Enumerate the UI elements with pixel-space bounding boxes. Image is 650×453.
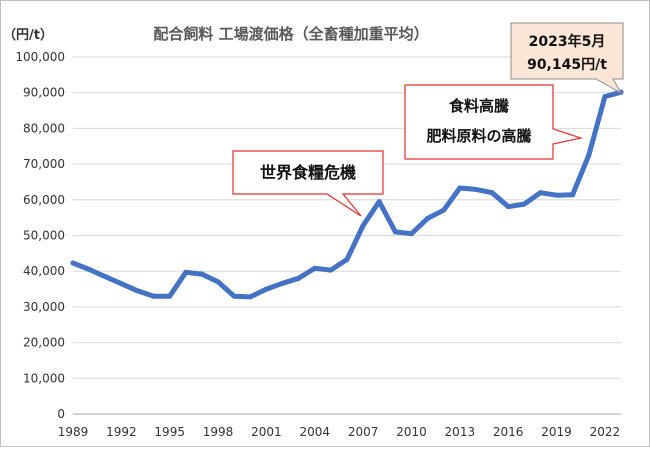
data-point (199, 271, 205, 277)
annotation-price-surge: 食料高騰 肥料原料の高騰 (404, 84, 584, 160)
annotation-price-surge-callout (404, 84, 584, 160)
data-point (118, 281, 124, 287)
data-point (86, 266, 92, 272)
x-tick-label: 2022 (590, 425, 621, 439)
annotation-food-crisis-callout (232, 150, 384, 217)
annotation-food-crisis: 世界食糧危機 (232, 150, 384, 217)
data-point (70, 260, 76, 266)
annotation-latest-value: 2023年5月 90,145円/t (510, 22, 624, 95)
data-point (441, 207, 447, 213)
x-tick-label: 2016 (493, 425, 524, 439)
series-line-group (70, 89, 624, 300)
data-point (457, 185, 463, 191)
annotation-food-crisis-text: 世界食糧危機 (260, 163, 356, 182)
data-point (280, 280, 286, 286)
y-tick-label: 70,000 (23, 157, 65, 171)
y-tick-label: 80,000 (23, 121, 65, 135)
data-point (296, 275, 302, 281)
data-point (489, 190, 495, 196)
y-tick-label: 30,000 (23, 300, 65, 314)
data-point (344, 256, 350, 262)
data-point (521, 201, 527, 207)
x-tick-label: 2004 (299, 425, 330, 439)
y-tick-label: 40,000 (23, 264, 65, 278)
data-point (231, 293, 237, 299)
data-point (570, 192, 576, 198)
y-axis-ticks: 0 10,000 20,000 30,000 40,000 50,000 60,000 70,… (15, 50, 65, 421)
data-point (167, 293, 173, 299)
data-point (134, 288, 140, 294)
y-tick-label: 50,000 (23, 229, 65, 243)
data-point (554, 192, 560, 198)
data-point (263, 286, 269, 292)
data-point (247, 294, 253, 300)
y-tick-label: 0 (57, 407, 65, 421)
annotation-price-surge-line2: 肥料原料の高騰 (426, 127, 532, 145)
data-point (151, 293, 157, 299)
data-point (537, 190, 543, 196)
x-tick-label: 1989 (58, 425, 89, 439)
x-tick-label: 2019 (541, 425, 572, 439)
data-point (473, 186, 479, 192)
x-tick-label: 2013 (445, 425, 476, 439)
y-axis-unit: （円/t） (3, 27, 53, 43)
y-tick-label: 100,000 (15, 50, 65, 64)
data-point (360, 223, 366, 229)
annotation-latest-value-box (510, 22, 624, 95)
y-tick-label: 90,000 (23, 86, 65, 100)
data-point (392, 229, 398, 235)
chart-title: 配合飼料 工場渡価格（全畜種加重平均） (153, 25, 428, 43)
annotation-price-surge-line1: 食料高騰 (449, 97, 510, 115)
y-tick-label: 20,000 (23, 336, 65, 350)
x-tick-label: 1995 (154, 425, 185, 439)
data-point (602, 94, 608, 100)
data-point (586, 152, 592, 158)
data-point (183, 269, 189, 275)
data-point (376, 199, 382, 205)
x-tick-label: 2001 (251, 425, 282, 439)
annotation-latest-price: 90,145円/t (527, 57, 607, 73)
data-point (328, 267, 334, 273)
data-point (215, 279, 221, 285)
data-point (102, 274, 108, 280)
x-axis-ticks: 1989 1992 1995 1998 2001 2004 2007 2010 2013 2016… (58, 425, 620, 439)
y-tick-label: 60,000 (23, 193, 65, 207)
x-tick-label: 2010 (396, 425, 427, 439)
data-point (312, 265, 318, 271)
annotation-latest-date: 2023年5月 (529, 33, 606, 50)
data-point (408, 231, 414, 237)
x-tick-label: 1992 (106, 425, 137, 439)
x-tick-label: 2007 (348, 425, 379, 439)
x-tick-label: 1998 (203, 425, 234, 439)
data-point (505, 204, 511, 210)
data-point (425, 215, 431, 221)
y-tick-label: 10,000 (23, 371, 65, 385)
